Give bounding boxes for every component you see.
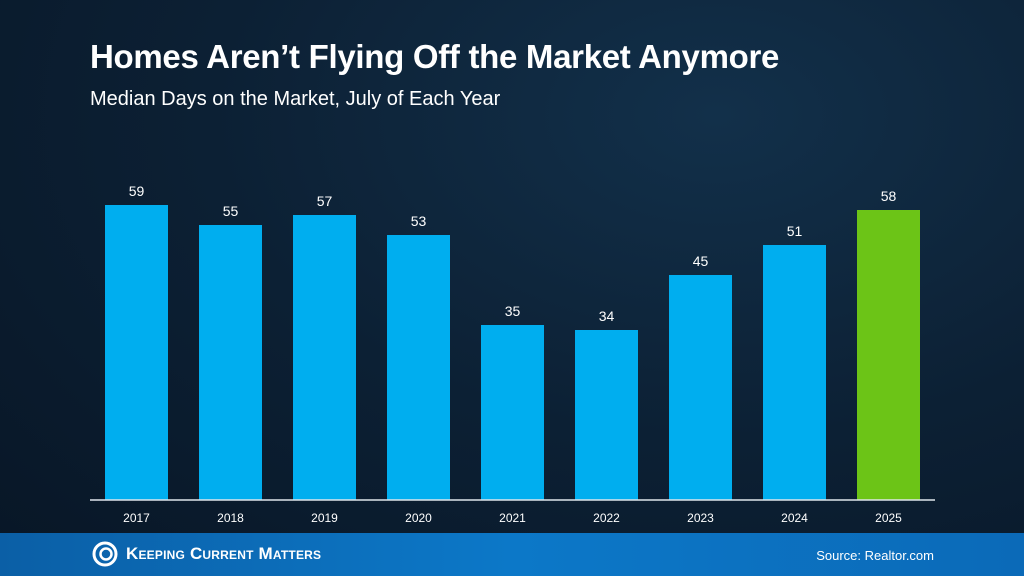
bar-2017 (105, 205, 168, 500)
x-tick-label-2023: 2023 (687, 511, 714, 525)
x-tick-label-2017: 2017 (123, 511, 150, 525)
swirl-logo-icon (92, 541, 118, 567)
data-label-2025: 58 (881, 188, 897, 204)
bar-2019 (293, 215, 356, 500)
data-label-2021: 35 (505, 303, 521, 319)
source-note: Source: Realtor.com (816, 548, 934, 563)
data-label-2020: 53 (411, 213, 427, 229)
data-label-2024: 51 (787, 223, 803, 239)
brand-logo: Keeping Current Matters (92, 541, 321, 567)
data-label-2018: 55 (223, 203, 239, 219)
chart-title: Homes Aren’t Flying Off the Market Anymo… (90, 38, 780, 75)
x-tick-label-2018: 2018 (217, 511, 244, 525)
bar-2018 (199, 225, 262, 500)
bar-2021 (481, 325, 544, 500)
data-label-2023: 45 (693, 253, 709, 269)
data-label-2022: 34 (599, 308, 615, 324)
x-tick-label-2021: 2021 (499, 511, 526, 525)
footer: Keeping Current Matters Source: Realtor.… (0, 533, 1024, 576)
bar-2024 (763, 245, 826, 500)
bar-2023 (669, 275, 732, 500)
x-tick-label-2019: 2019 (311, 511, 338, 525)
x-tick-label-2024: 2024 (781, 511, 808, 525)
x-tick-label-2025: 2025 (875, 511, 902, 525)
x-tick-label-2022: 2022 (593, 511, 620, 525)
bar-chart: 59 2017 55 2018 57 2019 53 2020 35 2021 34 2022 45 20… (90, 183, 935, 525)
chart-subtitle: Median Days on the Market, July of Each … (90, 88, 501, 110)
brand-name: Keeping Current Matters (126, 544, 322, 563)
x-tick-label-2020: 2020 (405, 511, 432, 525)
bar-2020 (387, 235, 450, 500)
data-label-2019: 57 (317, 193, 333, 209)
bar-2025 (857, 210, 920, 500)
data-label-2017: 59 (129, 183, 145, 199)
bar-2022 (575, 330, 638, 500)
